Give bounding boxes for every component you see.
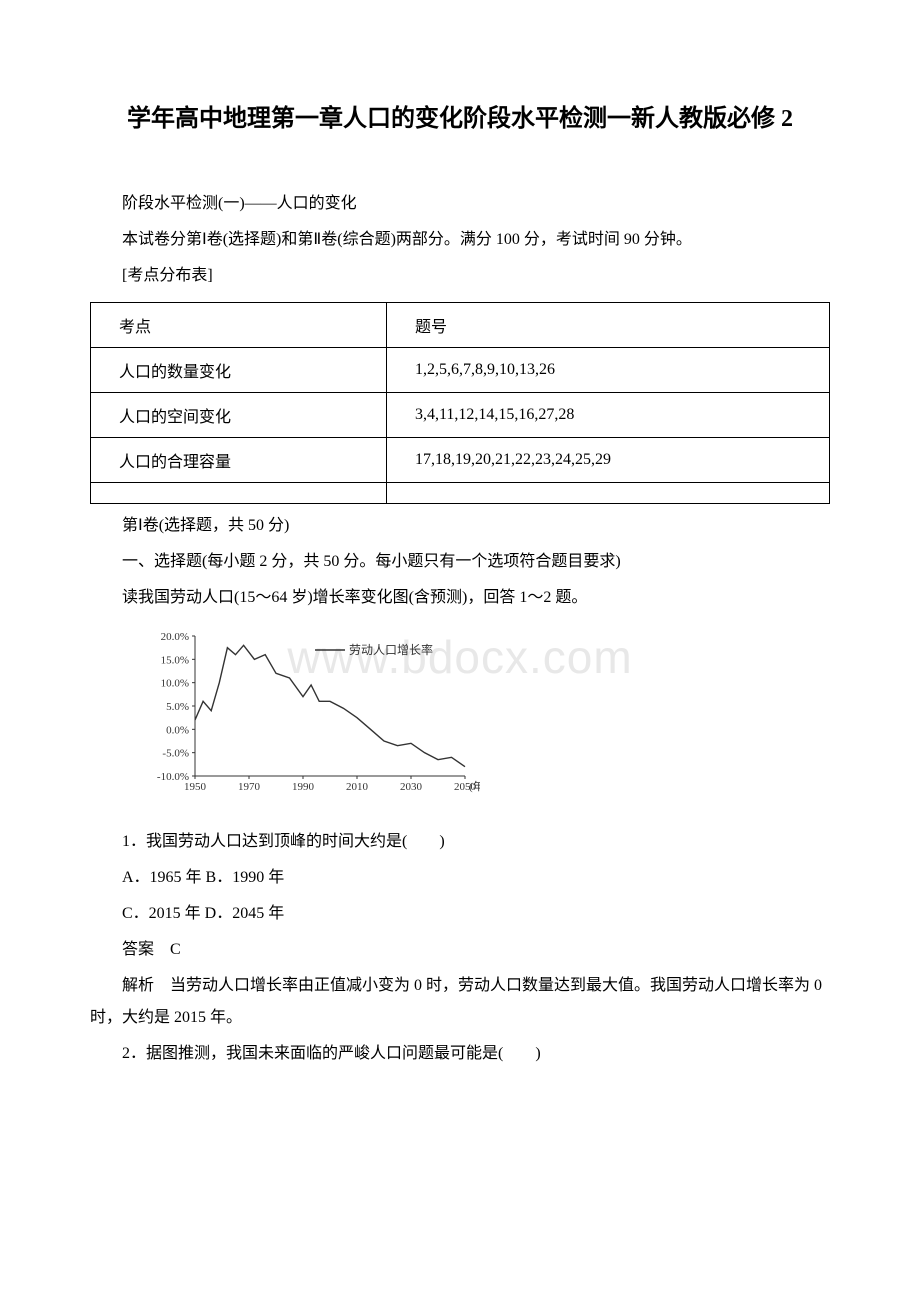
svg-text:1990: 1990 [292,781,315,793]
svg-text:劳动人口增长率: 劳动人口增长率 [349,642,433,657]
q1-answer: 答案 C [90,934,830,966]
svg-text:-5.0%: -5.0% [162,748,189,760]
table-row [91,483,830,504]
table-header-cell: 题号 [386,303,829,348]
table-cell: 1,2,5,6,7,8,9,10,13,26 [386,348,829,393]
intro-line-1: 阶段水平检测(一)——人口的变化 [90,188,830,220]
q1-explanation: 解析 当劳动人口增长率由正值减小变为 0 时，劳动人口数量达到最大值。我国劳动人… [90,970,830,1034]
table-row: 人口的合理容量 17,18,19,20,21,22,23,24,25,29 [91,438,830,483]
svg-text:1950: 1950 [184,781,207,793]
svg-text:10.0%: 10.0% [161,678,189,690]
svg-text:15.0%: 15.0% [161,655,189,667]
table-cell [91,483,387,504]
q1-options-ab: A．1965 年 B．1990 年 [90,862,830,894]
intro-line-3: [考点分布表] [90,260,830,292]
table-cell: 人口的合理容量 [91,438,387,483]
table-cell: 人口的空间变化 [91,393,387,438]
table-header-cell: 考点 [91,303,387,348]
svg-text:5.0%: 5.0% [166,701,189,713]
table-cell: 17,18,19,20,21,22,23,24,25,29 [386,438,829,483]
q1-stem: 1．我国劳动人口达到顶峰的时间大约是( ) [90,826,830,858]
section-part1: 第Ⅰ卷(选择题，共 50 分) [90,510,830,542]
q2-stem: 2．据图推测，我国未来面临的严峻人口问题最可能是( ) [90,1038,830,1070]
table-cell: 3,4,11,12,14,15,16,27,28 [386,393,829,438]
table-row: 考点 题号 [91,303,830,348]
svg-text:1970: 1970 [238,781,261,793]
svg-text:(年): (年) [469,779,480,793]
q1-options-cd: C．2015 年 D．2045 年 [90,898,830,930]
svg-text:0.0%: 0.0% [166,725,189,737]
section-instruction: 一、选择题(每小题 2 分，共 50 分。每小题只有一个选项符合题目要求) [90,546,830,578]
intro-line-2: 本试卷分第Ⅰ卷(选择题)和第Ⅱ卷(综合题)两部分。满分 100 分，考试时间 9… [90,224,830,256]
table-row: 人口的空间变化 3,4,11,12,14,15,16,27,28 [91,393,830,438]
labor-growth-chart: 20.0%15.0%10.0%5.0%0.0%-5.0%-10.0%195019… [140,628,500,808]
chart-svg: 20.0%15.0%10.0%5.0%0.0%-5.0%-10.0%195019… [140,628,480,803]
question-intro: 读我国劳动人口(15～64 岁)增长率变化图(含预测)，回答 1～2 题。 [90,582,830,614]
svg-text:20.0%: 20.0% [161,631,189,643]
table-row: 人口的数量变化 1,2,5,6,7,8,9,10,13,26 [91,348,830,393]
table-cell [386,483,829,504]
document-title: 学年高中地理第一章人口的变化阶段水平检测一新人教版必修 2 [90,100,830,138]
svg-text:2030: 2030 [400,781,423,793]
table-cell: 人口的数量变化 [91,348,387,393]
svg-text:2010: 2010 [346,781,369,793]
topic-table: 考点 题号 人口的数量变化 1,2,5,6,7,8,9,10,13,26 人口的… [90,302,830,504]
document-content: 学年高中地理第一章人口的变化阶段水平检测一新人教版必修 2 阶段水平检测(一)—… [90,100,830,1070]
